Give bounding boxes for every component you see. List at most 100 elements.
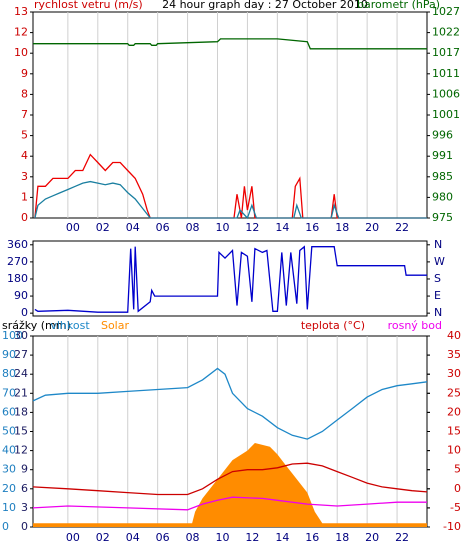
y-tick-label: 18: [14, 405, 28, 418]
y-tick-label: N: [434, 306, 442, 319]
y-tick-label: 270: [7, 255, 28, 268]
y-tick-label: 9: [21, 463, 28, 476]
x-tick-label: 14: [275, 531, 289, 544]
y-tick-label: 100: [2, 329, 23, 342]
y-tick-label: 8: [21, 87, 28, 100]
x-tick-label: 10: [216, 221, 230, 234]
y-tick-label: 10: [2, 501, 16, 514]
y-tick-label: 3: [21, 501, 28, 514]
x-tick-label: 20: [365, 221, 379, 234]
y-tick-label: 27: [14, 348, 28, 361]
y-tick-label: 60: [2, 405, 16, 418]
y-tick-label: 1011: [432, 67, 460, 80]
y-tick-label: 5: [21, 129, 28, 142]
y-tick-label: -10: [443, 520, 461, 533]
x-tick-label: 02: [96, 221, 110, 234]
y-tick-label: S: [434, 272, 441, 285]
y-tick-label: 0: [21, 211, 28, 224]
series-line: [32, 496, 427, 511]
y-tick-label: 70: [2, 386, 16, 399]
x-tick-label: 18: [335, 531, 349, 544]
y-tick-label: 360: [7, 238, 28, 251]
x-tick-label: 18: [335, 221, 349, 234]
y-tick-label: N: [434, 238, 442, 251]
x-tick-label: 20: [365, 531, 379, 544]
y-tick-label: 6: [21, 482, 28, 495]
y-tick-label: 7: [21, 108, 28, 121]
y-tick-label: 30: [2, 463, 16, 476]
legend-entry: rosný bod: [388, 319, 442, 332]
y-tick-label: 975: [432, 211, 453, 224]
x-tick-label: 02: [96, 531, 110, 544]
chart-title: 24 hour graph day : 27 October 2010: [162, 0, 368, 11]
y-tick-label: 20: [2, 482, 16, 495]
y-tick-label: 25: [447, 386, 461, 399]
x-tick-label: 16: [305, 531, 319, 544]
series-line: [34, 180, 427, 220]
y-tick-label: 40: [2, 444, 16, 457]
x-tick-label: 16: [305, 221, 319, 234]
y-tick-label: 1027: [432, 5, 460, 18]
x-tick-label: 22: [395, 221, 409, 234]
x-tick-label: 14: [275, 221, 289, 234]
y-tick-label: 4: [21, 149, 28, 162]
series-line: [32, 367, 428, 440]
y-axis-label: rychlost vetru (m/s): [34, 0, 143, 11]
x-tick-label: 08: [186, 221, 200, 234]
y-tick-label: 980: [432, 190, 453, 203]
x-tick-label: 04: [126, 221, 140, 234]
y-tick-label: 24: [14, 367, 28, 380]
y2-axis-label: barometr (hPa): [357, 0, 440, 11]
series-area: [33, 443, 427, 527]
y-tick-label: 3: [21, 170, 28, 183]
y-tick-label: 90: [2, 348, 16, 361]
series-line: [32, 462, 428, 496]
y-tick-label: 80: [2, 367, 16, 380]
legend-entry: vlhkost: [50, 319, 90, 332]
y-tick-label: 13: [14, 5, 28, 18]
y-tick-label: 1: [21, 190, 28, 203]
y-tick-label: 996: [432, 129, 453, 142]
y-tick-label: 9: [21, 67, 28, 80]
y-tick-label: 15: [14, 425, 28, 438]
y-tick-label: 0: [454, 482, 461, 495]
series-line: [34, 245, 427, 313]
x-tick-label: 22: [395, 531, 409, 544]
y-tick-label: 0: [2, 520, 9, 533]
x-tick-label: 12: [245, 221, 259, 234]
y-tick-label: 5: [454, 463, 461, 476]
y-tick-label: -5: [450, 501, 461, 514]
y-tick-label: 1017: [432, 46, 460, 59]
y-tick-label: 30: [447, 367, 461, 380]
y-tick-label: 12: [14, 444, 28, 457]
y-tick-label: 15: [447, 425, 461, 438]
x-tick-label: 04: [126, 531, 140, 544]
x-tick-label: 08: [186, 531, 200, 544]
y-tick-label: 30: [14, 329, 28, 342]
y-tick-label: 991: [432, 149, 453, 162]
y-tick-label: 35: [447, 348, 461, 361]
y-tick-label: 1006: [432, 87, 460, 100]
y-tick-label: 180: [7, 272, 28, 285]
x-tick-label: 12: [245, 531, 259, 544]
y-tick-label: 40: [447, 329, 461, 342]
x-tick-label: 06: [156, 221, 170, 234]
y-tick-label: 21: [14, 386, 28, 399]
y-tick-label: W: [434, 255, 445, 268]
y-tick-label: 50: [2, 425, 16, 438]
y3-axis-label: srážky (mm): [2, 319, 71, 332]
y-tick-label: 1022: [432, 26, 460, 39]
x-tick-label: 06: [156, 531, 170, 544]
y-tick-label: 0: [21, 306, 28, 319]
plot-frame: [32, 11, 428, 219]
x-tick-label: 00: [66, 531, 80, 544]
x-tick-label: 10: [216, 531, 230, 544]
x-tick-label: 00: [66, 221, 80, 234]
y-tick-label: 1001: [432, 108, 460, 121]
legend-entry: Solar: [101, 319, 130, 332]
legend-entry: teplota (°C): [301, 319, 365, 332]
y-tick-label: 0: [21, 520, 28, 533]
y-tick-label: 985: [432, 170, 453, 183]
y-tick-label: 10: [14, 46, 28, 59]
